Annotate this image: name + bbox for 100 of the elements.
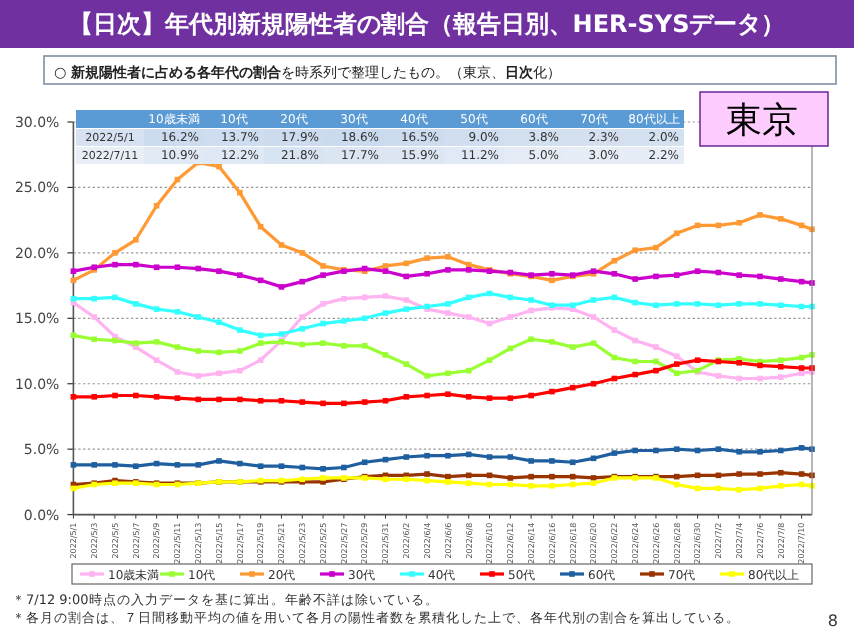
point (507, 475, 514, 481)
point (403, 394, 410, 400)
point (632, 299, 638, 306)
point (465, 367, 472, 374)
point (486, 454, 493, 460)
point (299, 341, 306, 348)
point (320, 320, 326, 327)
point (403, 273, 410, 280)
point (195, 462, 202, 468)
point (112, 392, 118, 399)
point (237, 460, 243, 467)
annotation: 東京 (726, 100, 798, 142)
point (445, 370, 451, 377)
point (611, 257, 618, 264)
point (590, 297, 597, 303)
point (237, 367, 243, 374)
point (465, 314, 472, 320)
point (153, 394, 160, 400)
point (382, 352, 389, 358)
line-series (70, 290, 815, 339)
point (715, 373, 722, 379)
point (694, 301, 701, 307)
point (715, 302, 722, 309)
point (403, 260, 410, 267)
point (549, 388, 555, 395)
point (757, 485, 763, 492)
point (382, 310, 389, 316)
point (798, 471, 805, 477)
point (153, 264, 160, 271)
point (694, 268, 701, 274)
point (195, 396, 202, 403)
point (216, 349, 222, 356)
point (549, 473, 555, 480)
point (403, 454, 410, 460)
point (341, 464, 347, 471)
point (216, 396, 222, 403)
point (653, 358, 659, 365)
point (653, 447, 659, 454)
point (445, 473, 451, 480)
point (174, 462, 181, 468)
point (777, 469, 784, 476)
point (133, 261, 139, 268)
point (382, 293, 389, 299)
point (736, 375, 742, 382)
chart-title: 【日次】年代別新規陽性者の割合（報告日別、HER-SYSデータ） (68, 10, 786, 38)
point (569, 344, 576, 350)
point (465, 472, 472, 479)
point (257, 357, 264, 363)
point (70, 462, 77, 468)
point (653, 367, 659, 374)
point (403, 297, 410, 303)
point (70, 268, 77, 274)
point (673, 230, 680, 237)
point (424, 452, 430, 459)
point (590, 480, 597, 486)
point (653, 244, 659, 251)
point (257, 463, 264, 469)
point (278, 397, 285, 404)
point (736, 219, 742, 226)
point (445, 452, 451, 459)
point (694, 357, 701, 363)
point (673, 446, 680, 452)
line-series (70, 261, 815, 290)
point (91, 336, 98, 343)
point (424, 477, 430, 484)
point (299, 325, 306, 332)
point (195, 314, 202, 320)
point (153, 306, 160, 312)
point (195, 265, 202, 272)
point (361, 399, 368, 405)
point (174, 308, 181, 315)
line-series (70, 293, 815, 382)
point (569, 459, 576, 466)
point (632, 358, 638, 365)
point (673, 361, 680, 367)
point (611, 271, 618, 277)
text: 8 (827, 612, 838, 630)
point (777, 363, 784, 370)
point (632, 447, 638, 454)
point (528, 392, 534, 399)
point (112, 294, 118, 301)
point (382, 397, 389, 404)
line-series (70, 159, 815, 284)
point (299, 278, 306, 285)
point (174, 369, 181, 375)
point (569, 473, 576, 480)
point (798, 445, 805, 451)
point (569, 384, 576, 391)
point (528, 473, 534, 480)
point (486, 357, 493, 363)
point (507, 314, 514, 320)
point (216, 319, 222, 326)
point (299, 314, 306, 320)
point (70, 394, 77, 400)
point (715, 446, 722, 452)
point (569, 481, 576, 488)
point (590, 340, 597, 346)
point (237, 189, 243, 196)
point (153, 339, 160, 345)
point (174, 264, 181, 271)
